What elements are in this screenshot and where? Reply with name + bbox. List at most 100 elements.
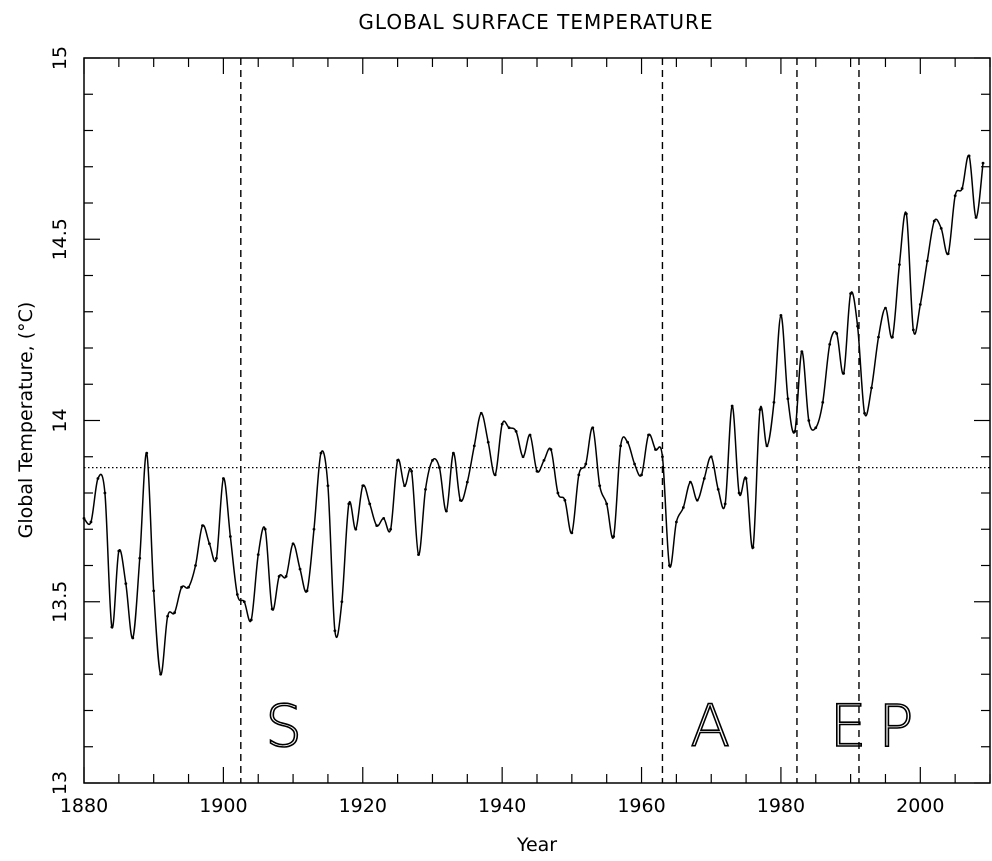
data-point [835,332,839,335]
y-tick-label: 13.5 [49,581,71,623]
x-tick-label: 1880 [60,795,108,817]
data-point [967,154,971,158]
data-point [187,585,190,589]
data-point [221,477,225,480]
x-tick-label: 2000 [896,795,944,817]
data-point [96,477,100,480]
data-point [828,342,832,346]
data-point [103,491,107,495]
data-point [340,600,344,604]
data-point [138,556,142,560]
data-point [981,161,985,165]
data-point [807,419,811,422]
data-point [612,535,616,538]
data-point [305,589,309,593]
data-point [974,216,978,219]
data-point [361,484,365,488]
data-point [898,263,901,267]
data-point [445,509,448,513]
data-point [270,607,274,611]
x-tick-label: 1960 [617,795,665,817]
data-point [598,484,602,488]
data-point [507,426,511,430]
data-point [368,502,372,506]
data-point [82,516,86,520]
data-point [326,484,330,488]
y-axis-label: Global Temperature, (°C) [15,302,37,539]
data-point [709,455,713,459]
data-point [758,408,762,412]
data-point [472,444,476,448]
data-point [688,480,692,484]
data-point [779,313,783,317]
data-point [194,564,197,567]
data-point [382,516,386,520]
x-tick-label: 1980 [757,795,805,817]
data-point [424,487,427,491]
data-point [375,524,379,528]
data-point [584,462,588,466]
data-point [451,451,455,455]
data-point [681,506,685,509]
event-label-0: S [265,692,302,760]
data-point [89,520,93,524]
data-point [556,491,560,495]
data-point [674,520,678,524]
data-point [925,259,929,263]
y-tick-label: 15 [49,46,71,70]
data-point [173,611,177,615]
data-point [953,194,957,198]
data-point [695,498,699,502]
data-point [347,502,351,506]
x-axis: 1880 1900 1920 1940 1960 1980 2000 [60,58,991,817]
data-point [654,448,657,451]
data-point [946,252,950,256]
data-point [918,303,922,306]
x-tick-label: 1920 [339,795,387,817]
data-point [110,625,114,629]
data-point [911,328,915,332]
data-point [514,429,518,433]
y-tick-label: 14.5 [49,218,71,260]
data-point [263,527,267,531]
data-point [535,469,539,473]
data-point [661,455,664,459]
x-axis-label: Year [516,834,557,856]
data-point [904,212,908,216]
data-point [856,324,859,328]
data-point [291,542,295,546]
data-point [438,466,441,470]
y-tick-label: 13 [49,771,71,795]
data-point [159,672,163,676]
data-point [702,477,706,480]
data-point [298,567,302,571]
data-point [431,458,434,462]
data-point [751,545,755,549]
data-point [528,433,532,437]
data-point [814,426,818,430]
data-point [842,371,846,375]
data-point [354,527,358,531]
data-point [786,397,790,401]
data-point [479,411,483,415]
data-point [180,585,183,589]
data-point [249,618,253,622]
data-point [591,426,595,430]
temperature-points [82,154,985,676]
data-point [563,498,567,502]
data-point [145,451,149,455]
data-point [417,553,420,557]
data-point [723,502,727,506]
x-tick-label: 1900 [199,795,247,817]
event-label-3: P [878,692,913,760]
data-point [500,422,504,426]
data-point [131,636,135,640]
data-point [208,542,211,546]
data-point [577,473,581,477]
y-axis: 13 13.5 14 14.5 15 [49,46,990,795]
data-point [124,582,128,586]
data-point [647,433,650,437]
data-point [542,458,546,462]
data-point [939,226,943,230]
data-point [716,487,720,491]
